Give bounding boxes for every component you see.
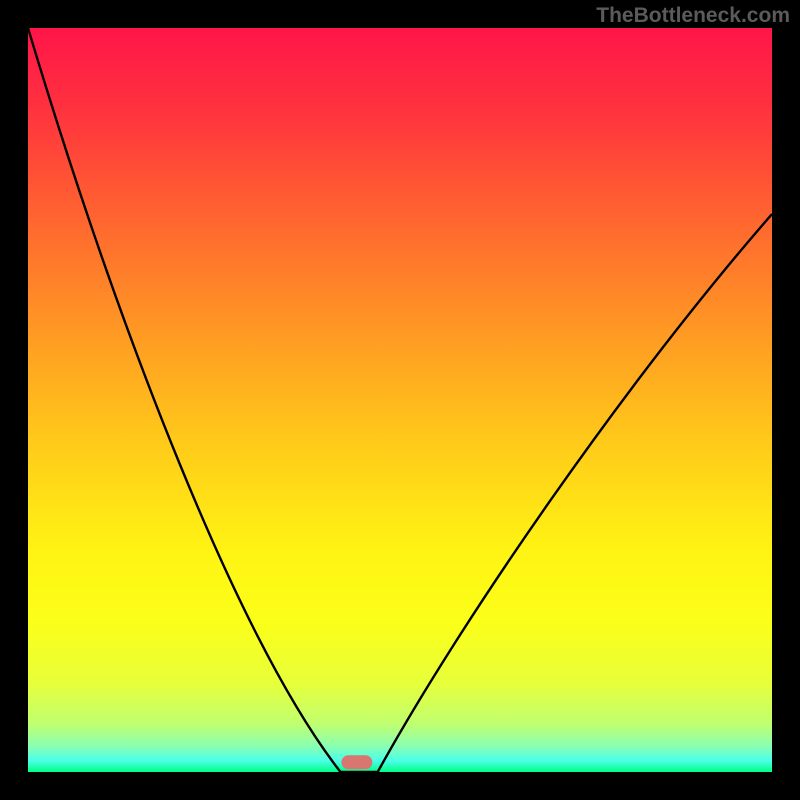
watermark-text: TheBottleneck.com — [596, 4, 790, 28]
bottleneck-curve — [28, 28, 772, 772]
plot-area — [28, 28, 772, 772]
optimal-marker — [341, 756, 372, 769]
curve-path — [28, 28, 772, 772]
